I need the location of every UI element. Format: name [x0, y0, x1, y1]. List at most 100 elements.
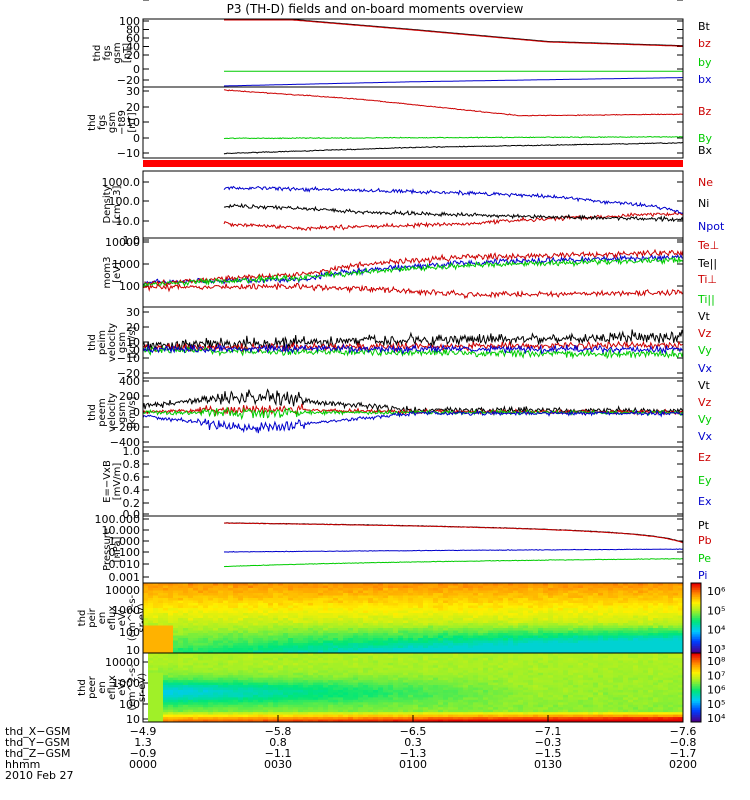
spec-cell [403, 628, 409, 631]
spec-cell [278, 653, 284, 656]
spec-cell [513, 625, 519, 629]
spec-cell [313, 680, 319, 683]
spec-cell [368, 600, 374, 604]
spec-cell [378, 687, 384, 691]
spec-cell [273, 643, 279, 646]
spec-cell [413, 704, 419, 708]
spec-cell [393, 623, 399, 626]
spec-cell [423, 590, 429, 594]
spec-cell [328, 648, 334, 651]
spec-cell [258, 689, 264, 693]
spec-cell [258, 709, 264, 713]
ylabel-line: [nT] [127, 112, 138, 132]
spec-cell [193, 682, 199, 686]
spec-cell [298, 653, 304, 656]
spec-cell [403, 704, 409, 708]
spec-cell [213, 660, 219, 664]
spec-cell [428, 583, 434, 586]
spec-cell [148, 719, 154, 723]
spec-cell [323, 643, 329, 646]
spec-cell [633, 610, 639, 614]
spec-cell [543, 585, 549, 589]
spec-cell [513, 620, 519, 624]
spec-cell [163, 650, 169, 654]
spec-cell [168, 643, 174, 646]
spec-cell [298, 687, 304, 691]
spec-cell [463, 640, 469, 644]
spec-cell [343, 645, 349, 649]
spec-cell [533, 618, 539, 621]
spec-cell [623, 590, 629, 594]
spec-cell [428, 585, 434, 589]
spec-cell [643, 638, 649, 641]
spec-cell [193, 672, 199, 676]
spec-cell [193, 657, 199, 661]
spec-cell [198, 717, 204, 720]
spec-cell [628, 600, 634, 604]
spec-cell [298, 583, 304, 586]
spec-cell [483, 583, 489, 586]
spec-cell [483, 615, 489, 619]
spec-cell [423, 709, 429, 713]
spec-cell [278, 583, 284, 586]
spec-cell [438, 625, 444, 629]
spec-cell [333, 620, 339, 624]
spec-cell [493, 630, 499, 634]
spec-cell [268, 610, 274, 614]
spec-cell [218, 635, 224, 639]
spec-cell [573, 640, 579, 644]
spec-cell [233, 670, 239, 674]
spec-cell [668, 613, 674, 616]
spec-cell [248, 707, 254, 711]
spec-cell [363, 593, 369, 596]
spec-cell [283, 692, 289, 696]
legend-fgs-gse-2: Bx [698, 144, 713, 157]
spec-cell [448, 635, 454, 639]
spec-cell [303, 600, 309, 604]
spec-cell [348, 600, 354, 604]
spec-cell [618, 583, 624, 586]
spec-cell [373, 665, 379, 669]
spec-cell [403, 603, 409, 606]
spec-cell [228, 588, 234, 591]
spec-cell [228, 667, 234, 671]
spec-cell [223, 633, 229, 636]
spec-cell [403, 682, 409, 686]
spec-cell [283, 682, 289, 686]
spec-cell [243, 613, 249, 616]
spec-cell [313, 672, 319, 676]
spec-cell [638, 645, 644, 649]
spec-cell [348, 660, 354, 664]
spec-cell [558, 630, 564, 634]
spec-cell [178, 665, 184, 669]
spec-cell [658, 635, 664, 639]
spec-cell [433, 704, 439, 708]
spec-cell [243, 714, 249, 718]
spec-cell [303, 643, 309, 646]
spec-cell [303, 588, 309, 591]
spec-cell [373, 583, 379, 586]
spec-cell [583, 623, 589, 626]
spec-cell [143, 605, 149, 609]
spec-cell [383, 590, 389, 594]
spec-cell [338, 645, 344, 649]
spec-cell [438, 697, 444, 701]
spec-cell [288, 608, 294, 611]
spec-cell [368, 655, 374, 659]
spec-cell [298, 704, 304, 708]
spec-cell [193, 719, 199, 723]
spec-cell [598, 595, 604, 599]
spec-cell [598, 598, 604, 601]
spec-cell [293, 682, 299, 686]
spec-cell [203, 719, 209, 723]
spec-cell [348, 595, 354, 599]
spec-cell [243, 640, 249, 644]
spec-cell [353, 648, 359, 651]
spec-cell [658, 630, 664, 634]
spec-cell [408, 714, 414, 718]
spec-cell [173, 685, 179, 688]
spec-cell [288, 633, 294, 636]
legend-fgs-gsm-1: bz [698, 37, 711, 50]
spec-cell [318, 615, 324, 619]
spec-cell [333, 680, 339, 683]
